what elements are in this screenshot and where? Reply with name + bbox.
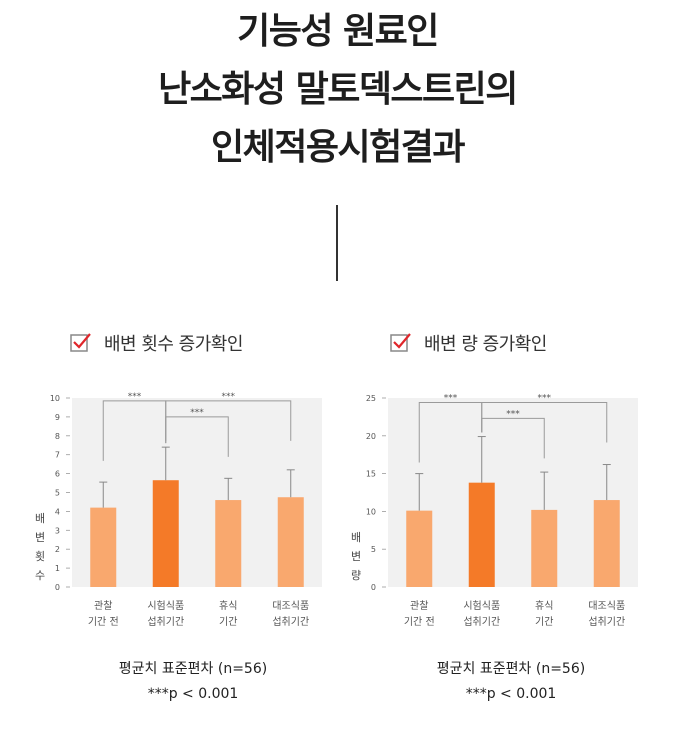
chart-heading: 배변 횟수 증가확인	[70, 330, 243, 356]
x-tick-label: 기간 전	[88, 616, 119, 628]
y-tick-label: 6	[55, 470, 60, 479]
x-tick-label: 섭취기간	[463, 616, 500, 628]
x-tick-label: 섭취기간	[588, 616, 625, 628]
y-tick-label: 3	[55, 526, 60, 535]
page-title-line-1: 기능성 원료인	[237, 11, 439, 52]
x-tick-label: 기간	[219, 616, 237, 628]
x-tick-label: 관찰	[94, 600, 112, 612]
chart-heading-label: 배변 량 증가확인	[424, 334, 547, 355]
x-tick-label: 대조식품	[272, 600, 309, 612]
y-tick-label: 4	[55, 507, 60, 516]
y-axis-label-char: 배	[351, 531, 361, 544]
x-tick-label: 시험식품	[147, 600, 184, 612]
y-axis-label-char: 횟	[35, 550, 45, 563]
y-tick-label: 25	[366, 394, 376, 403]
footnote: 평균치 표준편차 (n=56)	[436, 661, 586, 677]
significance-label: ***	[444, 394, 458, 404]
footnote: 평균치 표준편차 (n=56)	[118, 661, 268, 677]
page-title-line-2: 난소화성 말토덱스트린의	[158, 69, 518, 110]
y-tick-label: 7	[55, 451, 60, 460]
significance-label: ***	[128, 392, 142, 402]
y-tick-label: 8	[55, 432, 60, 441]
bar	[277, 497, 304, 587]
significance-bracket	[165, 416, 229, 457]
bar	[406, 510, 433, 587]
x-tick-label: 휴식	[535, 600, 553, 612]
checkbox-icon	[70, 333, 91, 352]
significance-label: ***	[222, 392, 236, 402]
significance-bracket	[481, 417, 545, 459]
y-tick-label: 0	[55, 583, 60, 592]
x-tick-label: 섭취기간	[147, 616, 184, 628]
significance-label: ***	[506, 409, 520, 419]
x-tick-label: 관찰	[410, 600, 428, 612]
checkbox-icon	[390, 333, 411, 352]
bar	[593, 500, 620, 587]
y-tick-label: 9	[55, 413, 60, 422]
y-tick-label: 5	[371, 545, 376, 554]
bar	[215, 500, 242, 587]
bar	[90, 507, 117, 587]
x-tick-label: 시험식품	[463, 600, 500, 612]
y-tick-label: 2	[55, 545, 60, 554]
significance-label: ***	[538, 394, 552, 404]
y-tick-label: 10	[50, 394, 60, 403]
x-tick-label: 기간 전	[404, 616, 435, 628]
y-axis-label-char: 량	[351, 569, 361, 582]
bar	[152, 480, 179, 587]
chart-heading: 배변 량 증가확인	[390, 330, 547, 356]
p-value-note: ***p < 0.001	[465, 686, 557, 702]
page-title-line-3: 인체적용시험결과	[211, 127, 465, 168]
bar	[531, 509, 558, 587]
y-tick-label: 20	[366, 432, 376, 441]
x-tick-label: 대조식품	[588, 600, 625, 612]
bar	[468, 482, 495, 587]
significance-bracket	[481, 402, 608, 443]
y-axis-label-char: 변	[35, 531, 45, 544]
p-value-note: ***p < 0.001	[147, 686, 239, 702]
x-tick-label: 기간	[535, 616, 553, 628]
x-tick-label: 섭취기간	[272, 616, 309, 628]
significance-label: ***	[190, 408, 204, 418]
y-tick-label: 1	[55, 564, 60, 573]
y-tick-label: 10	[366, 507, 376, 516]
y-axis-label-char: 수	[35, 569, 45, 582]
y-axis-label-char: 배	[35, 512, 45, 525]
y-tick-label: 5	[55, 489, 60, 498]
divider	[336, 205, 338, 281]
y-tick-label: 0	[371, 583, 376, 592]
chart-heading-label: 배변 횟수 증가확인	[104, 334, 243, 355]
y-tick-label: 15	[366, 470, 376, 479]
y-axis-label-char: 변	[351, 550, 361, 563]
x-tick-label: 휴식	[219, 600, 237, 612]
